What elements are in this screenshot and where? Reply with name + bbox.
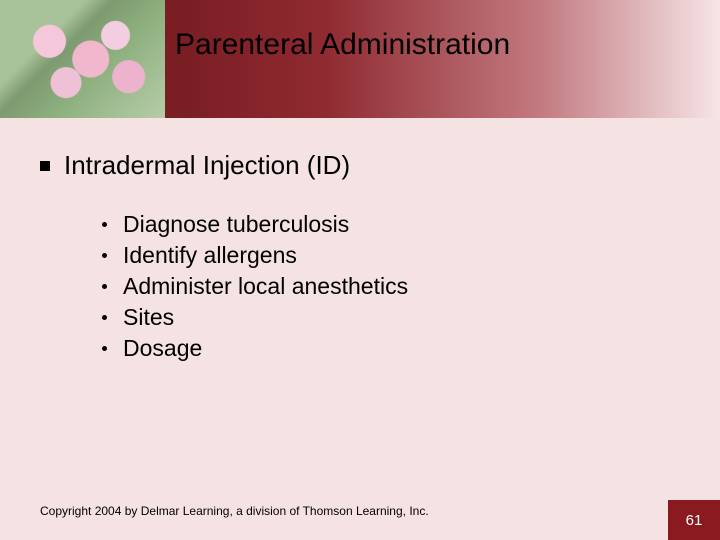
slide-title: Parenteral Administration xyxy=(175,28,510,62)
dot-bullet-icon xyxy=(102,284,107,289)
list-item: Diagnose tuberculosis xyxy=(102,209,680,240)
page-number-box: 61 xyxy=(668,500,720,540)
list-item: Dosage xyxy=(102,333,680,364)
list-item-text: Administer local anesthetics xyxy=(123,271,408,302)
dot-bullet-icon xyxy=(102,315,107,320)
list-item-text: Identify allergens xyxy=(123,240,297,271)
body-area: Intradermal Injection (ID) Diagnose tube… xyxy=(40,150,680,364)
dot-bullet-icon xyxy=(102,346,107,351)
list-item-text: Diagnose tuberculosis xyxy=(123,209,349,240)
list-item-text: Dosage xyxy=(123,333,202,364)
square-bullet-icon xyxy=(40,161,50,171)
list-item-text: Sites xyxy=(123,302,174,333)
list-item: Identify allergens xyxy=(102,240,680,271)
list-item: Sites xyxy=(102,302,680,333)
footer-text: Copyright 2004 by Delmar Learning, a div… xyxy=(40,504,429,518)
list-item: Administer local anesthetics xyxy=(102,271,680,302)
dot-bullet-icon xyxy=(102,253,107,258)
flower-image xyxy=(0,0,165,118)
bullet-list: Diagnose tuberculosis Identify allergens… xyxy=(102,209,680,364)
page-number: 61 xyxy=(686,512,703,529)
section-heading: Intradermal Injection (ID) xyxy=(40,150,680,181)
slide: Parenteral Administration Intradermal In… xyxy=(0,0,720,540)
section-heading-text: Intradermal Injection (ID) xyxy=(64,150,350,181)
dot-bullet-icon xyxy=(102,222,107,227)
